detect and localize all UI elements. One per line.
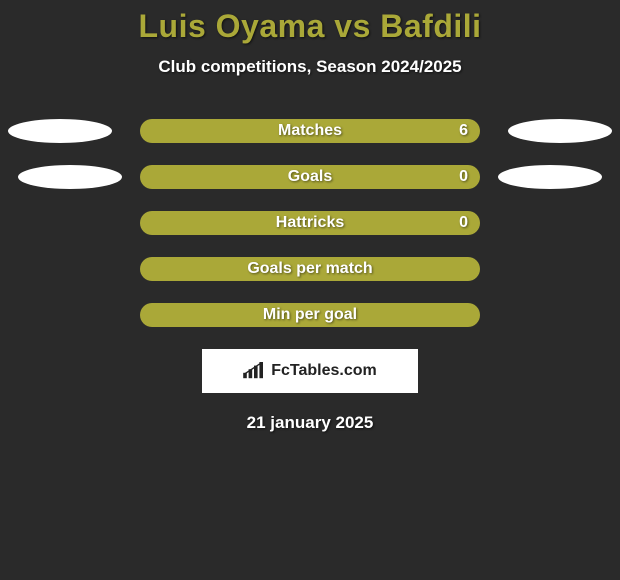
stat-row-hattricks: Hattricks 0 [0,211,620,235]
stat-label: Goals [288,168,332,186]
stat-value: 0 [459,214,468,232]
stats-comparison-card: Luis Oyama vs Bafdili Club competitions,… [0,0,620,580]
player-left-marker [8,119,112,143]
stat-bar: Goals per match [140,257,480,281]
stat-label: Goals per match [247,260,372,278]
stat-bar: Min per goal [140,303,480,327]
stat-bar: Hattricks 0 [140,211,480,235]
stat-label: Min per goal [263,306,357,324]
stat-value: 6 [459,122,468,140]
page-title: Luis Oyama vs Bafdili [0,8,620,45]
stat-rows: Matches 6 Goals 0 Hattricks 0 Goals per … [0,119,620,327]
player-right-marker [508,119,612,143]
player-right-marker [498,165,602,189]
stat-value: 0 [459,168,468,186]
stat-row-goals-per-match: Goals per match [0,257,620,281]
source-logo: FcTables.com [202,349,418,393]
stat-label: Hattricks [276,214,344,232]
bar-chart-icon [243,362,265,380]
player-left-marker [18,165,122,189]
stat-row-min-per-goal: Min per goal [0,303,620,327]
subtitle: Club competitions, Season 2024/2025 [0,57,620,77]
source-logo-text: FcTables.com [271,362,377,380]
stat-label: Matches [278,122,342,140]
stat-row-goals: Goals 0 [0,165,620,189]
stat-bar: Goals 0 [140,165,480,189]
date-label: 21 january 2025 [0,413,620,433]
stat-row-matches: Matches 6 [0,119,620,143]
stat-bar: Matches 6 [140,119,480,143]
